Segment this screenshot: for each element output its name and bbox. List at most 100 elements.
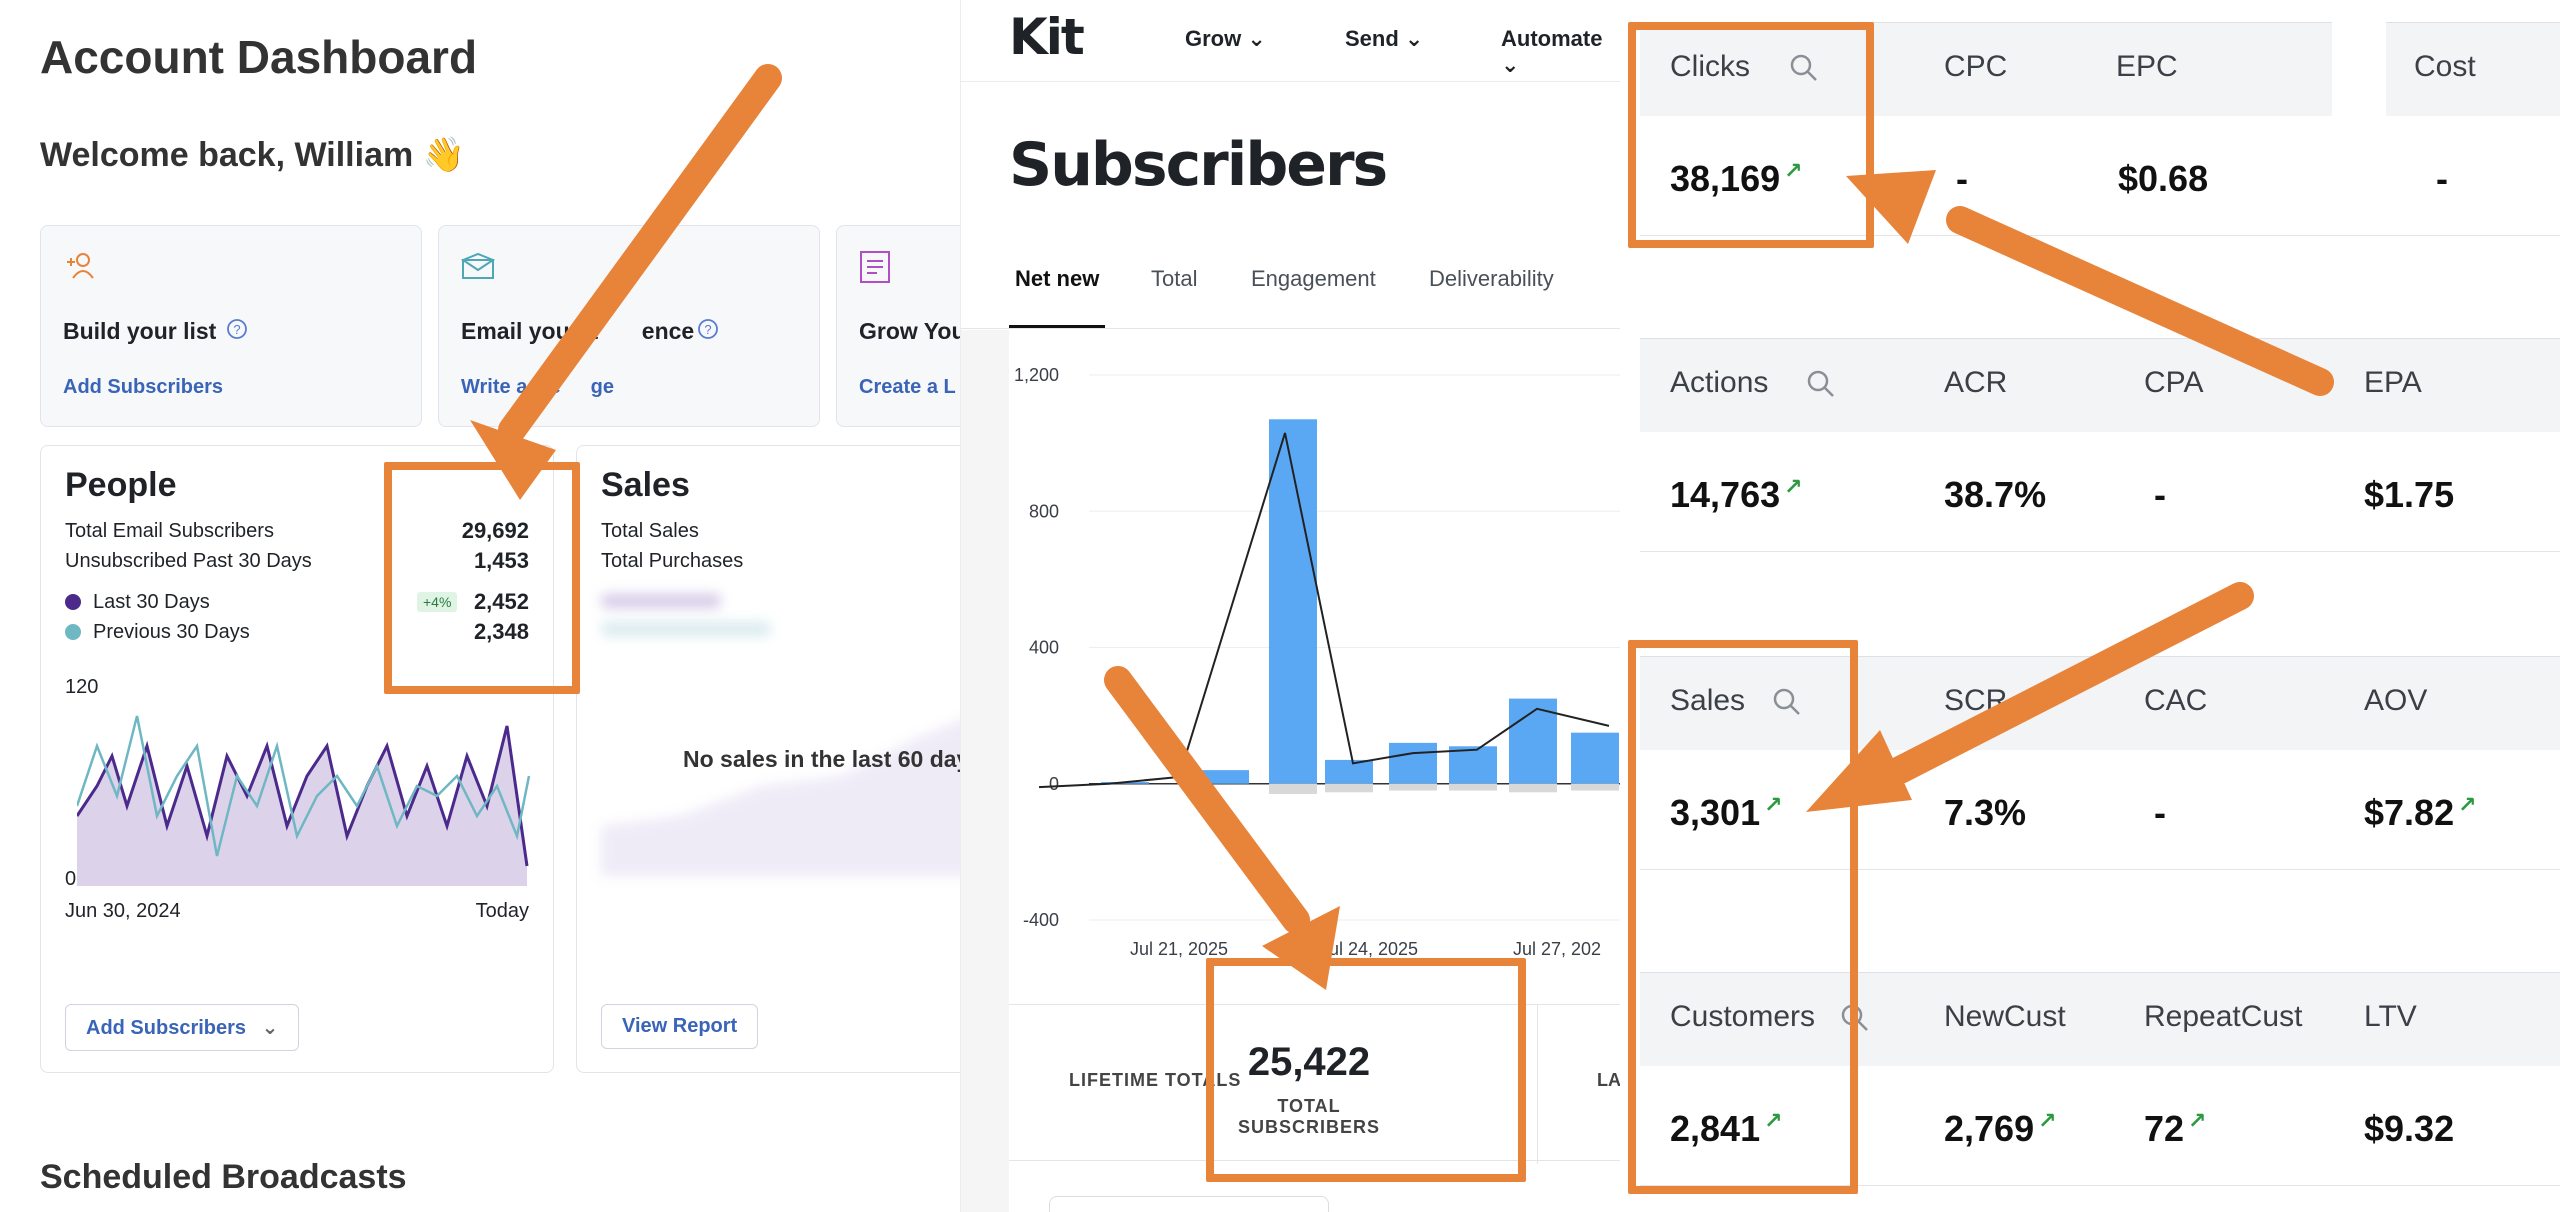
metric-value-row xyxy=(1640,1066,2560,1186)
kit-logo[interactable]: Kit xyxy=(1009,8,1085,66)
page-title: Subscribers xyxy=(1009,130,1388,200)
y-tick-label: 400 xyxy=(1029,638,1059,658)
metric-header-sales: Sales xyxy=(1670,684,1746,717)
metric-value-text: $7.82 xyxy=(2364,792,2455,833)
search-icon[interactable] xyxy=(1788,52,1820,84)
bar-gained xyxy=(1325,759,1373,784)
nav-automate[interactable]: Automate ⌄ xyxy=(1501,26,1603,77)
metric-value: 72 ↗ xyxy=(2144,1108,2206,1150)
add-subscribers-link[interactable]: Add Subscribers xyxy=(63,376,224,398)
metric-header-row xyxy=(1640,972,2560,1066)
highlight-box-people-stats xyxy=(384,462,580,694)
chevron-down-icon: ⌄ xyxy=(1247,26,1266,51)
metric-value-text: - xyxy=(2154,474,2166,515)
metric-value-text: 14,763 xyxy=(1670,474,1781,515)
metric-header-newcust: NewCust xyxy=(1944,1000,2066,1033)
search-icon[interactable] xyxy=(1771,686,1803,718)
stat-label: Unsubscribed Past 30 Days xyxy=(65,550,312,572)
metric-value: $9.32 xyxy=(2364,1108,2454,1150)
totals-bottom-divider xyxy=(1009,1160,1621,1161)
people-title: People xyxy=(65,466,177,504)
tab-engagement[interactable]: Engagement xyxy=(1251,266,1376,291)
metric-value: $1.75 xyxy=(2364,474,2454,516)
legend-value: 2,452 xyxy=(473,589,529,614)
y-axis-top: 120 xyxy=(65,676,99,698)
totals-cut-label: LA xyxy=(1597,1070,1621,1090)
tab-net-new[interactable]: Net new xyxy=(1015,266,1100,291)
side-gutter xyxy=(961,330,1009,1212)
change-badge: +4% xyxy=(417,592,458,612)
legend-dot xyxy=(65,624,81,640)
metric-header-repeatcust: RepeatCust xyxy=(2144,1000,2303,1033)
bar-lost xyxy=(1269,783,1317,794)
bar-lost xyxy=(1325,783,1373,793)
trend-up-icon: ↗ xyxy=(1784,158,1803,183)
total-subscribers-label: TOTAL SUBSCRIBERS xyxy=(1237,1096,1381,1137)
cut-off-control[interactable] xyxy=(1049,1196,1329,1212)
metric-header-clicks: Clicks xyxy=(1670,50,1750,83)
scheduled-broadcasts-title: Scheduled Broadcasts xyxy=(40,1158,407,1196)
metric-value: 2,841 ↗ xyxy=(1670,1108,1783,1150)
search-icon[interactable] xyxy=(1805,368,1837,400)
chevron-down-icon: ⌄ xyxy=(261,1017,279,1039)
x-tick-label: Jul 27, 202 xyxy=(1513,939,1601,959)
top-nav xyxy=(961,0,1621,82)
metric-value-text: $0.68 xyxy=(2118,158,2209,199)
card-title: Grow You xyxy=(859,318,966,344)
stat-label: Total Email Subscribers xyxy=(65,520,274,542)
build-list-card[interactable]: Build your list ? Add Subscribers xyxy=(40,225,422,427)
nav-send[interactable]: Send ⌄ xyxy=(1345,26,1424,51)
card-title: Email your a ence xyxy=(461,318,695,344)
metric-header-cost: Cost xyxy=(2414,50,2476,83)
view-report-button[interactable]: View Report xyxy=(601,1004,759,1049)
metric-value: - xyxy=(2154,792,2166,834)
help-icon[interactable]: ? xyxy=(226,318,248,340)
bar-gained xyxy=(1201,770,1249,784)
metric-header-row xyxy=(1640,338,2560,432)
metric-value-text: 38,169 xyxy=(1670,158,1781,199)
metric-header-cpc: CPC xyxy=(1944,50,2008,83)
chevron-down-icon: ⌄ xyxy=(1501,52,1520,77)
metric-header-row xyxy=(1640,22,2332,116)
metric-header-ltv: LTV xyxy=(2364,1000,2417,1033)
bar-lost xyxy=(1509,783,1557,793)
people-card: People Total Email Subscribers 29,692 Un… xyxy=(40,445,554,1073)
x-tick-label: Jul 24, 2025 xyxy=(1320,939,1418,959)
create-link[interactable]: Create a L xyxy=(859,376,956,398)
bar-gained xyxy=(1449,746,1497,784)
tab-total[interactable]: Total xyxy=(1151,266,1198,291)
stat-label: Total Sales xyxy=(601,520,699,542)
x-tick-label: Jul 21, 2025 xyxy=(1130,939,1228,959)
tab-deliverability[interactable]: Deliverability xyxy=(1429,266,1554,291)
trend-up-icon: ↗ xyxy=(1764,792,1783,817)
card-title: Build your list xyxy=(63,318,217,344)
add-subscribers-button[interactable]: Add Subscribers ⌄ xyxy=(65,1004,300,1051)
metric-value: 2,769 ↗ xyxy=(1944,1108,2057,1150)
blurred-legend xyxy=(601,622,771,636)
sales-card: Sales Total Sales Total Purchases No sal… xyxy=(576,445,997,1073)
metric-value: - xyxy=(2436,158,2448,200)
bar-lost xyxy=(1449,783,1497,791)
write-message-link[interactable]: Write a Me ge xyxy=(461,376,615,398)
nav-grow[interactable]: Grow ⌄ xyxy=(1185,26,1266,51)
people-sparkline-chart xyxy=(77,715,531,886)
highlight-box-sales-customers xyxy=(1628,640,1858,1194)
metric-header-epc: EPC xyxy=(2116,50,2178,83)
trend-up-icon: ↗ xyxy=(1764,1108,1783,1133)
y-axis-bottom: 0 xyxy=(65,868,77,890)
metric-header-aov: AOV xyxy=(2364,684,2428,717)
net-new-subscribers-chart: 1,200 800 400 0 -400 Jul 21, 2025 Jul 24, 2025… xyxy=(1014,365,1621,959)
bar-gained xyxy=(1389,742,1437,784)
highlight-box-clicks xyxy=(1628,22,1874,248)
email-audience-card[interactable]: Email your a ence ? Write a Me ge xyxy=(438,225,820,427)
svg-text:?: ? xyxy=(704,322,711,337)
help-icon[interactable]: ? xyxy=(697,318,719,340)
document-icon xyxy=(860,251,890,283)
y-tick-label: 800 xyxy=(1029,501,1059,521)
bar-lost xyxy=(1389,783,1437,791)
bar-gained xyxy=(1509,698,1557,784)
bar-lost xyxy=(1571,783,1619,791)
y-tick-label: -400 xyxy=(1023,910,1059,930)
metric-value: - xyxy=(2154,474,2166,516)
active-tab-underline xyxy=(1009,325,1105,328)
